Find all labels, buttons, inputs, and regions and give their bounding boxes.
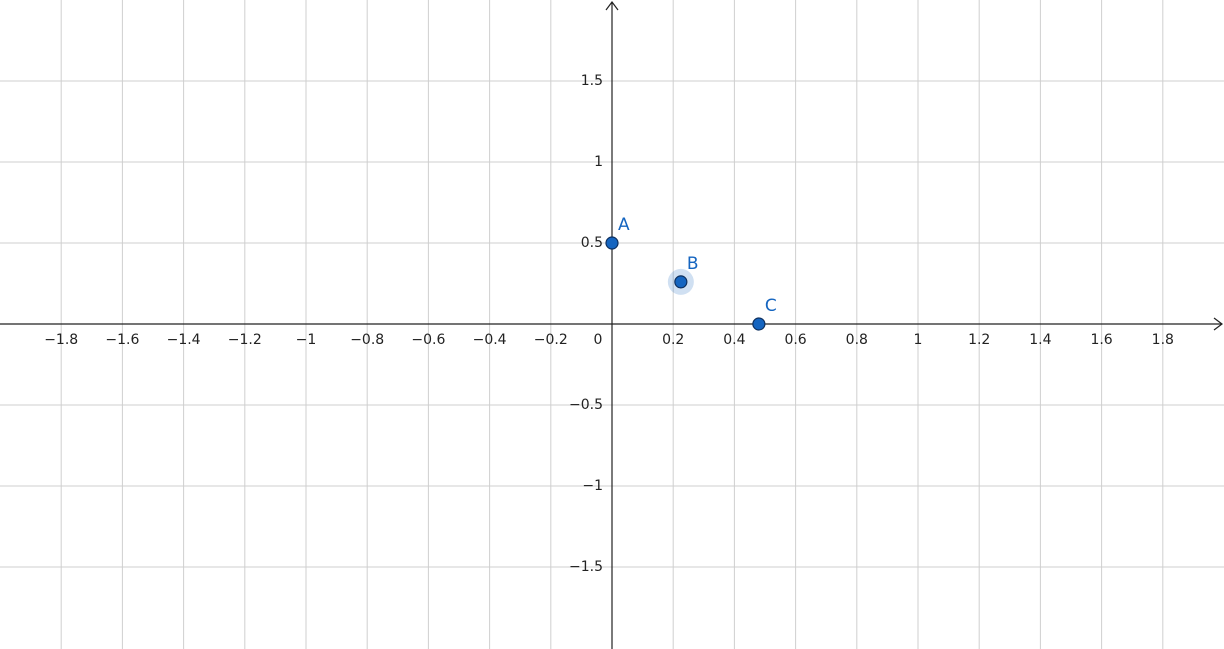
x-tick-label: −1.6 (105, 332, 139, 348)
x-tick-label: −1 (296, 332, 317, 348)
point (674, 275, 688, 289)
points: A B C (605, 215, 777, 331)
y-tick-label: 1.5 (581, 73, 603, 89)
y-tick-label: −0.5 (569, 397, 603, 413)
x-axis-arrow (1213, 317, 1223, 331)
x-tick-label: −0.6 (411, 332, 445, 348)
x-tick-label: −1.2 (228, 332, 262, 348)
y-tick-label: 0.5 (581, 235, 603, 251)
x-tick-label: 0.8 (846, 332, 868, 348)
x-tick-label: 0.4 (723, 332, 745, 348)
x-tick-label: 0.6 (784, 332, 806, 348)
x-tick-label: 0.2 (662, 332, 684, 348)
x-tick-label: 1 (914, 332, 923, 348)
point-label: C (765, 296, 777, 316)
x-tick-label: 1.2 (968, 332, 990, 348)
point (752, 317, 766, 331)
x-tick-label: 1.4 (1029, 332, 1051, 348)
x-tick-label: 0 (594, 332, 603, 348)
x-tick-label: −1.4 (167, 332, 201, 348)
x-tick-label: 1.8 (1152, 332, 1174, 348)
x-tick-label: 1.6 (1090, 332, 1112, 348)
x-tick-label: −1.8 (44, 332, 78, 348)
point-label: A (618, 215, 630, 235)
x-tick-label: −0.8 (350, 332, 384, 348)
point (605, 236, 619, 250)
point-label: B (687, 254, 699, 274)
y-tick-label: −1 (582, 478, 603, 494)
y-tick-label: −1.5 (569, 559, 603, 575)
x-tick-label: −0.2 (534, 332, 568, 348)
x-tick-label: −0.4 (473, 332, 507, 348)
y-axis-arrow (605, 0, 619, 11)
y-tick-label: 1 (594, 154, 603, 170)
